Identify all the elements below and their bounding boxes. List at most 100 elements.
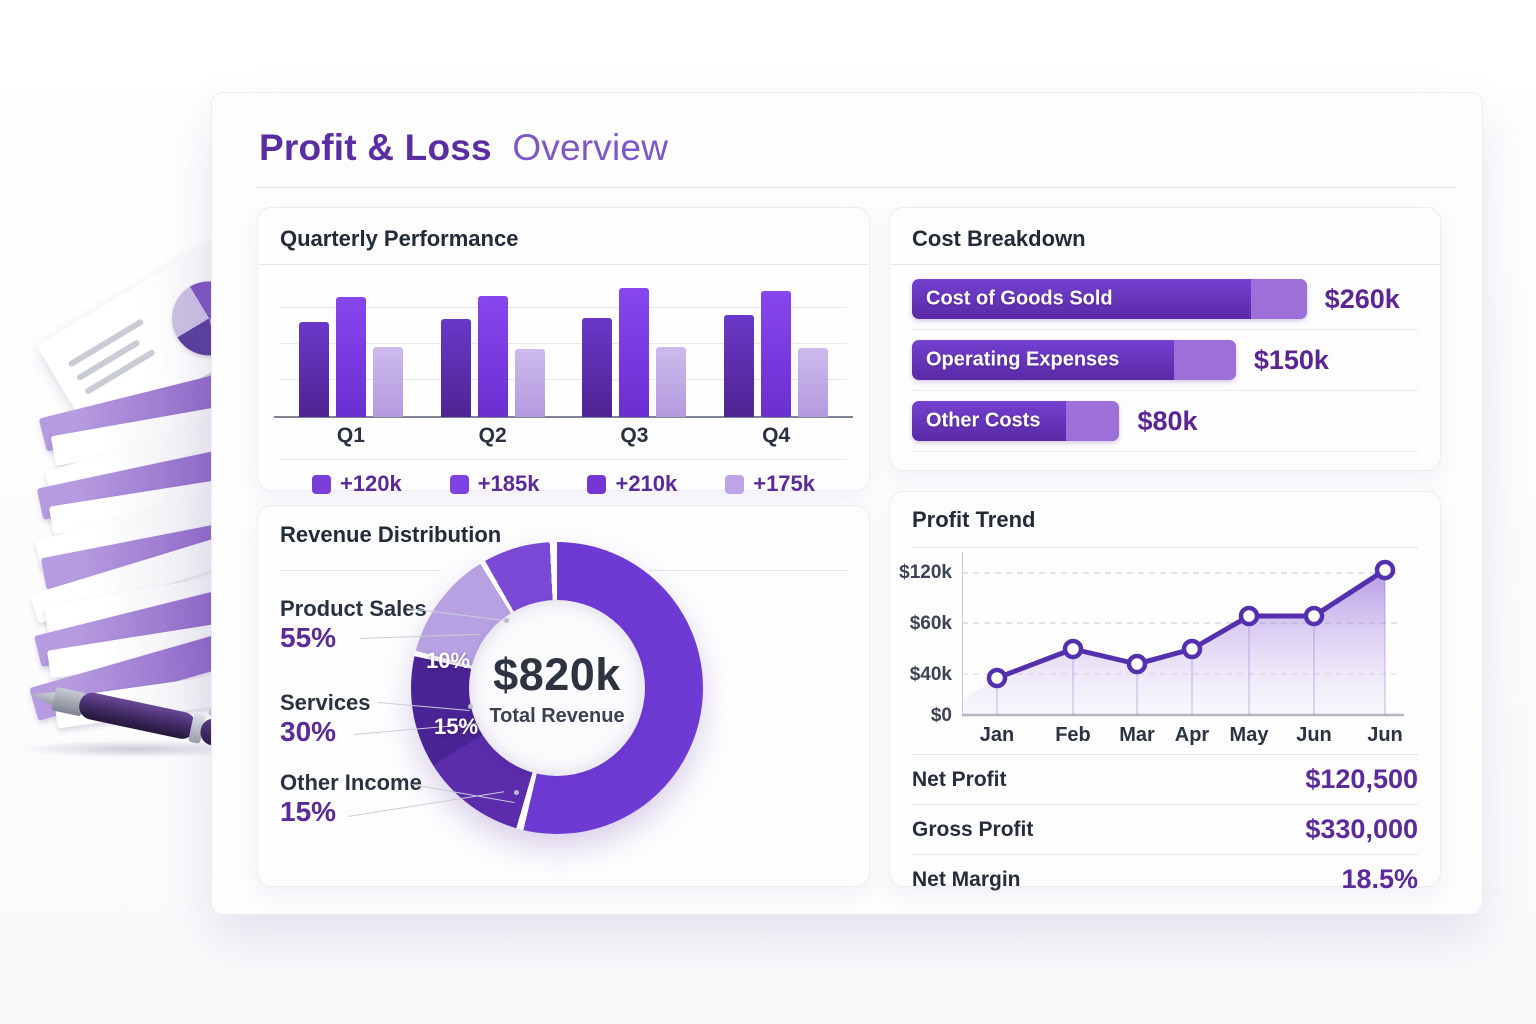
text-line-decoration — [67, 318, 145, 368]
card-header: Cost Breakdown — [890, 208, 1440, 265]
bar-row — [298, 275, 403, 417]
legend-pct-other-income: 15% — [280, 796, 337, 827]
bar-row — [582, 275, 687, 417]
bar-primary-q4 — [724, 315, 755, 417]
summary-row-2: Net Margin 18.5% — [912, 855, 1418, 904]
bar-group-q1: Q1 — [298, 275, 403, 448]
y-tick-0: $0 — [930, 705, 952, 726]
category-label-q4: Q4 — [762, 424, 791, 447]
summary-value: $330,000 — [1305, 814, 1418, 844]
page-title-light: Overview — [512, 127, 669, 168]
header-divider — [912, 547, 1418, 548]
cost-row-0: Cost of Goods Sold $260k — [912, 269, 1418, 330]
page-title-bold: Profit & Loss — [259, 127, 492, 168]
legend-divider: +120k +185k +210k +175k — [280, 459, 847, 497]
legend-pct-product-sales: 55% — [280, 622, 337, 653]
x-label-mar-2: Mar — [1119, 724, 1155, 746]
legend-pct-services: 30% — [280, 716, 337, 747]
y-tick-40k: $40k — [909, 664, 952, 685]
bar-light-q4 — [798, 348, 829, 417]
data-point-jan-0 — [986, 667, 1008, 689]
legend-swatch — [725, 474, 745, 494]
paper-sheet — [34, 588, 232, 668]
slice-label-15: 15% — [434, 714, 479, 739]
bar-primary-q1 — [298, 322, 329, 417]
legend-label-other-income: Other Income — [280, 770, 422, 795]
legend-item-3: +175k — [725, 471, 815, 497]
category-label-q3: Q3 — [620, 424, 649, 447]
y-tick-60k: $60k — [909, 613, 952, 634]
legend-swatch — [449, 474, 469, 494]
legend-item-1: +185k — [449, 471, 540, 497]
summary-label: Gross Profit — [912, 817, 1034, 841]
total-revenue-value: $820k — [493, 648, 621, 700]
cost-bar-1: Operating Expenses — [912, 340, 1236, 380]
quarterly-performance-card: Quarterly Performance Q1 Q2 Q3 Q4 +120k +185… — [257, 207, 870, 496]
profit-trend-title: Profit Trend — [912, 507, 1036, 532]
donut-chart: $820k Total Revenue — [411, 542, 703, 834]
gridline — [280, 307, 847, 308]
legend-swatch — [587, 474, 607, 494]
cost-bar-label: Operating Expenses — [926, 348, 1120, 371]
cost-bar-label: Cost of Goods Sold — [926, 287, 1113, 310]
gridline — [280, 379, 847, 380]
cost-bar-label: Other Costs — [926, 409, 1041, 432]
legend-label-product-sales: Product Sales — [280, 596, 427, 621]
x-label-jan-0: Jan — [979, 724, 1015, 746]
cost-bar-cap — [1174, 340, 1236, 380]
cost-value: $80k — [1137, 405, 1198, 436]
data-point-jun-6 — [1374, 559, 1396, 581]
paper-sheet — [38, 372, 234, 452]
cost-bars: Cost of Goods Sold $260k Operating Expense… — [890, 265, 1440, 452]
bar-light-q2 — [514, 349, 545, 417]
revenue-distribution-card: Revenue Distribution $820k Total Revenue… — [257, 505, 870, 887]
card-header: Quarterly Performance — [258, 208, 869, 265]
legend-item-0: +120k — [311, 471, 402, 497]
legend-value: +175k — [753, 471, 816, 496]
page-title: Profit & Loss Overview — [259, 127, 668, 169]
bar-bright-q1 — [335, 297, 366, 417]
summary-divider — [912, 754, 1418, 755]
paper-sheet — [40, 522, 234, 590]
cost-row-2: Other Costs $80k — [912, 391, 1418, 452]
category-label-q2: Q2 — [478, 424, 507, 447]
category-label-q1: Q1 — [336, 424, 365, 447]
paper-sheet — [29, 633, 231, 721]
cost-bar-0: Cost of Goods Sold — [912, 279, 1307, 319]
bar-light-q1 — [372, 347, 403, 417]
paper-sheet — [43, 573, 237, 637]
bar-bright-q3 — [619, 288, 650, 417]
bar-primary-q2 — [440, 319, 471, 417]
pen-grip — [51, 686, 86, 717]
paper-sheet — [48, 477, 238, 535]
legend-value: +185k — [477, 471, 540, 496]
dashboard-panel: Profit & Loss Overview Quarterly Perform… — [211, 92, 1483, 915]
summary-value: 18.5% — [1341, 864, 1418, 894]
summary-label: Net Margin — [912, 867, 1021, 891]
x-label-jun-6: Jun — [1367, 724, 1403, 746]
slice-label-10: 10% — [426, 648, 471, 673]
legend-label-services: Services — [280, 690, 371, 715]
paper-sheet — [29, 536, 231, 624]
y-tick-120k: $120k — [899, 562, 952, 583]
revenue-distribution-title: Revenue Distribution — [280, 522, 502, 547]
cost-bar-cap — [1251, 279, 1307, 319]
pen-tip — [29, 686, 60, 707]
cost-breakdown-title: Cost Breakdown — [912, 226, 1086, 251]
x-label-may-4: May — [1229, 724, 1269, 746]
data-point-apr-3 — [1181, 638, 1203, 660]
cost-value: $260k — [1324, 283, 1400, 314]
summary-label: Net Profit — [912, 767, 1007, 791]
cost-row-1: Operating Expenses $150k — [912, 330, 1418, 391]
callout-dot — [468, 704, 473, 709]
pen-body — [76, 690, 198, 742]
callout-dot — [504, 618, 509, 623]
gridline — [280, 343, 847, 344]
data-point-mar-2 — [1126, 653, 1148, 675]
bar-group-q2: Q2 — [440, 275, 545, 448]
header-divider — [280, 570, 440, 571]
summary-row-0: Net Profit $120,500 — [912, 755, 1418, 805]
cost-bar-cap — [1065, 401, 1120, 441]
bar-chart-legend: +120k +185k +210k +175k — [280, 460, 847, 497]
data-point-jun-5 — [1303, 605, 1325, 627]
